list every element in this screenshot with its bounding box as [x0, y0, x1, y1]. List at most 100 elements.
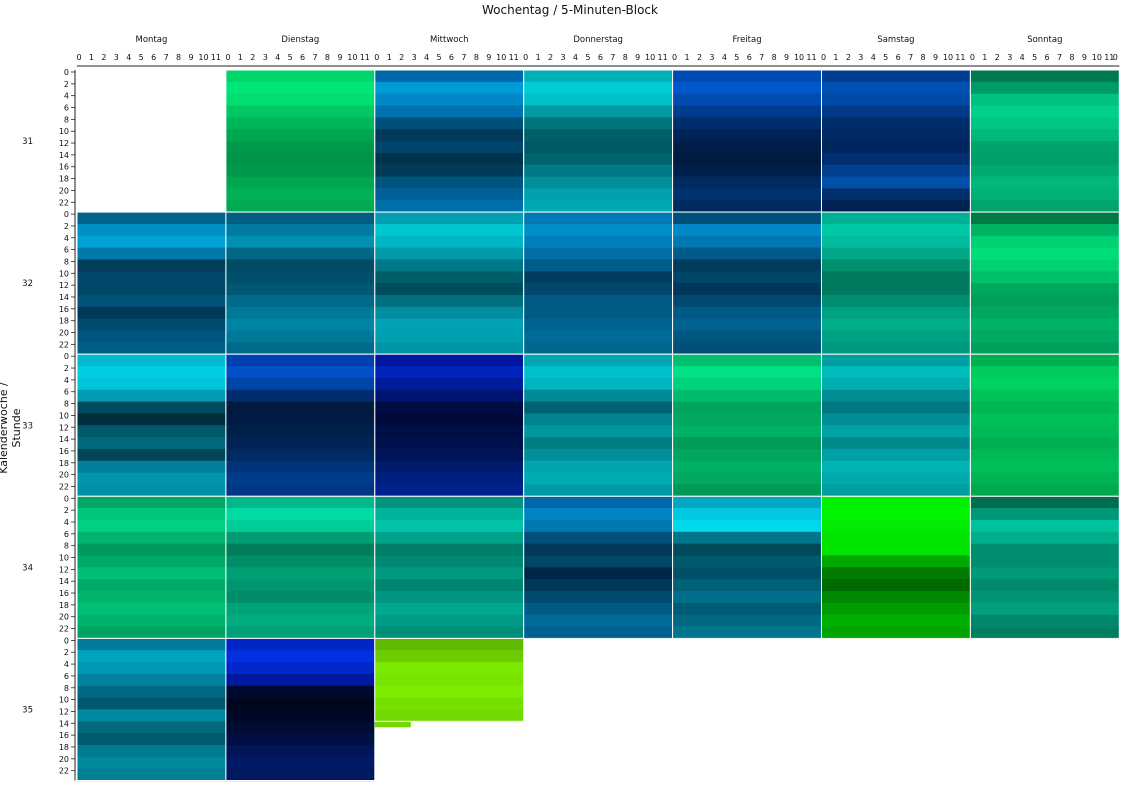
y-tick: 22	[59, 625, 69, 634]
heatmap-band	[523, 223, 673, 237]
heatmap-band	[970, 460, 1120, 474]
x-tick: 2	[399, 53, 404, 62]
heatmap-band	[225, 448, 375, 462]
x-tick: 7	[164, 53, 169, 62]
x-tick: 2	[548, 53, 553, 62]
heatmap-band	[225, 342, 375, 355]
heatmap-band	[374, 508, 524, 521]
heatmap-band	[970, 354, 1120, 367]
heatmap-band	[374, 366, 524, 379]
heatmap-band	[523, 342, 673, 355]
heatmap-band	[225, 413, 375, 426]
heatmap-band	[225, 579, 375, 592]
x-tick: 5	[288, 53, 293, 62]
heatmap-band	[970, 614, 1120, 628]
heatmap-band	[77, 247, 226, 261]
heatmap-band	[672, 354, 822, 367]
heatmap-band	[970, 448, 1120, 462]
y-tick: 4	[64, 376, 69, 385]
x-tick: 8	[474, 53, 479, 62]
heatmap-band	[821, 484, 971, 497]
y-tick: 2	[64, 80, 69, 89]
heatmap-band	[821, 223, 971, 237]
heatmap-band	[970, 342, 1120, 355]
heatmap-band	[821, 602, 971, 616]
x-tick: 2	[846, 53, 851, 62]
y-tick: 2	[64, 364, 69, 373]
heatmap-band	[970, 567, 1120, 580]
heatmap-band	[970, 152, 1120, 166]
heatmap-band	[523, 519, 673, 533]
heatmap-band	[523, 531, 673, 545]
x-tick: 3	[709, 53, 714, 62]
heatmap-band	[77, 650, 226, 663]
y-tick: 20	[59, 186, 69, 195]
heatmap-band	[821, 413, 971, 426]
heatmap-band	[523, 366, 673, 379]
heatmap-band	[970, 105, 1120, 118]
heatmap-band	[821, 567, 971, 580]
x-tick: 11	[509, 53, 519, 62]
heatmap-band	[225, 294, 375, 308]
heatmap-band	[523, 591, 673, 604]
heatmap-band	[821, 164, 971, 178]
heatmap-band	[374, 425, 524, 438]
x-tick: 0	[374, 53, 379, 62]
heatmap-band	[77, 235, 226, 249]
heatmap-band	[672, 306, 822, 320]
x-tick: 6	[1045, 53, 1050, 62]
heatmap-band	[77, 721, 226, 734]
heatmap-band	[77, 519, 226, 533]
heatmap-band	[77, 330, 226, 343]
heatmap-band	[523, 152, 673, 166]
heatmap-band	[821, 283, 971, 296]
heatmap-band	[225, 484, 375, 497]
heatmap-band	[374, 188, 524, 201]
x-tick: 6	[896, 53, 901, 62]
heatmap-band	[672, 448, 822, 462]
heatmap-band	[821, 294, 971, 308]
x-tick: 9	[486, 53, 491, 62]
heatmap-band	[77, 342, 226, 355]
y-tick: 18	[59, 175, 69, 184]
heatmap-band	[374, 638, 524, 651]
heatmap-band	[523, 200, 673, 213]
heatmap-band	[523, 602, 673, 616]
heatmap-band	[374, 567, 524, 580]
heatmap-band	[374, 662, 524, 675]
heatmap-band	[672, 377, 822, 391]
heatmap-band	[77, 697, 226, 711]
x-tick: 1	[684, 53, 689, 62]
heatmap-band	[225, 117, 375, 130]
heatmap-band	[225, 555, 375, 568]
heatmap-band	[821, 448, 971, 462]
heatmap-band	[523, 626, 673, 639]
heatmap-band	[374, 591, 524, 604]
heatmap-band	[821, 176, 971, 190]
heatmap-band	[225, 271, 375, 284]
heatmap-band	[821, 377, 971, 391]
heatmap-band	[523, 437, 673, 450]
heatmap-band	[225, 768, 375, 782]
heatmap-band	[821, 508, 971, 521]
x-tick: 11	[360, 53, 370, 62]
y-tick: 22	[59, 198, 69, 207]
heatmap-band	[225, 425, 375, 438]
x-tick: 0	[970, 53, 975, 62]
heatmap-band	[523, 413, 673, 426]
y-tick: 22	[59, 767, 69, 776]
heatmap-band	[672, 366, 822, 379]
heatmap-band	[225, 460, 375, 474]
x-tick: 10	[1092, 53, 1102, 62]
heatmap-band	[225, 531, 375, 545]
x-tick: 4	[275, 53, 280, 62]
heatmap-band	[225, 662, 375, 675]
heatmap-band	[970, 401, 1120, 415]
heatmap-band	[672, 152, 822, 166]
heatmap-band	[77, 579, 226, 592]
heatmap-band	[374, 614, 524, 628]
heatmap-band	[77, 413, 226, 426]
y-tick: 6	[64, 246, 69, 255]
y-tick: 10	[59, 269, 69, 278]
heatmap-band	[821, 519, 971, 533]
